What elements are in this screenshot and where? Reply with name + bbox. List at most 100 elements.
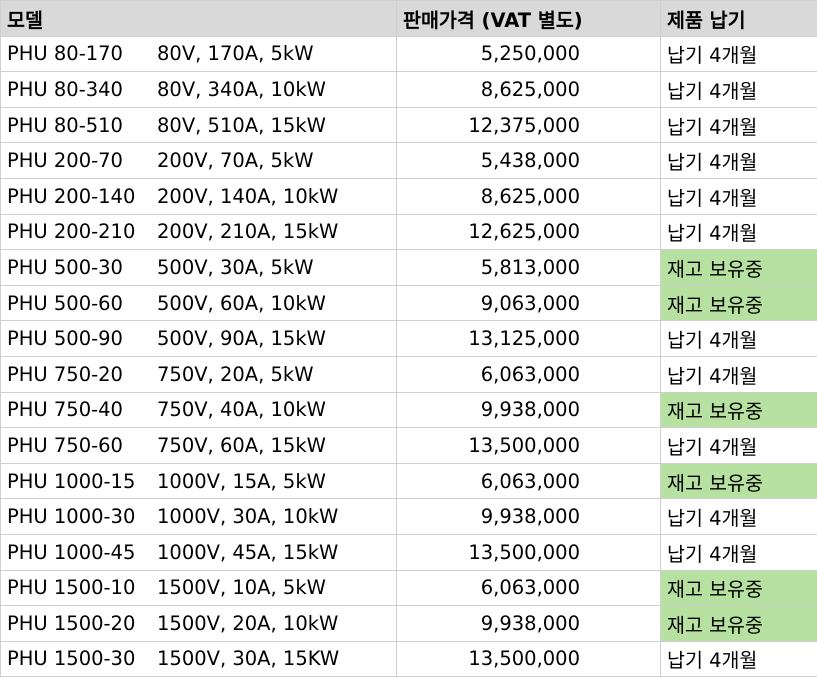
model-name: PHU 500-90 <box>7 327 123 351</box>
model-cell[interactable]: PHU 1500-30 1500V, 30A, 15KW <box>0 640 397 678</box>
model-spec: 750V, 20A, 5kW <box>157 362 314 386</box>
price-cell[interactable]: 8,625,000 <box>396 177 661 215</box>
model-cell[interactable]: PHU 200-210 200V, 210A, 15kW <box>0 213 397 251</box>
lead-time-cell[interactable]: 납기 4개월 <box>660 533 817 571</box>
lead-time-cell[interactable]: 납기 4개월 <box>660 106 817 144</box>
model-cell[interactable]: PHU 80-170 80V, 170A, 5kW <box>0 35 397 73</box>
header-model[interactable]: 모델 <box>0 0 397 37</box>
model-cell[interactable]: PHU 1500-10 1500V, 10A, 5kW <box>0 569 397 607</box>
model-name: PHU 80-340 <box>7 77 123 101</box>
model-spec: 1000V, 15A, 5kW <box>157 469 326 493</box>
lead-time-cell-in-stock[interactable]: 재고 보유중 <box>660 391 817 429</box>
price-cell[interactable]: 5,250,000 <box>396 35 661 73</box>
model-spec: 750V, 40A, 10kW <box>157 398 326 422</box>
price-cell[interactable]: 6,063,000 <box>396 355 661 393</box>
price-cell[interactable]: 13,500,000 <box>396 640 661 678</box>
model-name: PHU 750-40 <box>7 398 123 422</box>
model-cell[interactable]: PHU 200-140 200V, 140A, 10kW <box>0 177 397 215</box>
lead-time-cell-in-stock[interactable]: 재고 보유중 <box>660 605 817 642</box>
table-row: PHU 200-140 200V, 140A, 10kW 8,625,000 납기 4… <box>0 177 817 215</box>
model-name: PHU 200-210 <box>7 220 136 244</box>
table-row: PHU 1000-30 1000V, 30A, 10kW 9,938,000 납기 4… <box>0 498 817 535</box>
price-cell[interactable]: 6,063,000 <box>396 462 661 500</box>
model-name: PHU 1500-30 <box>7 647 136 671</box>
price-cell[interactable]: 9,938,000 <box>396 498 661 535</box>
table-body: PHU 80-170 80V, 170A, 5kW 5,250,000 납기 4개월 P… <box>0 35 817 678</box>
lead-time-cell[interactable]: 납기 4개월 <box>660 213 817 251</box>
model-spec: 500V, 30A, 5kW <box>157 255 314 279</box>
price-cell[interactable]: 13,500,000 <box>396 533 661 571</box>
model-cell[interactable]: PHU 750-40 750V, 40A, 10kW <box>0 391 397 429</box>
model-cell[interactable]: PHU 1500-20 1500V, 20A, 10kW <box>0 605 397 642</box>
lead-time-cell[interactable]: 납기 4개월 <box>660 71 817 108</box>
model-cell[interactable]: PHU 500-30 500V, 30A, 5kW <box>0 249 397 286</box>
price-cell[interactable]: 5,813,000 <box>396 249 661 286</box>
model-name: PHU 1000-45 <box>7 540 136 564</box>
model-cell[interactable]: PHU 200-70 200V, 70A, 5kW <box>0 142 397 179</box>
table-row: PHU 80-170 80V, 170A, 5kW 5,250,000 납기 4개월 <box>0 35 817 73</box>
model-cell[interactable]: PHU 1000-15 1000V, 15A, 5kW <box>0 462 397 500</box>
model-cell[interactable]: PHU 500-90 500V, 90A, 15kW <box>0 320 397 357</box>
table-row: PHU 1500-10 1500V, 10A, 5kW 6,063,000 재고 보유… <box>0 569 817 607</box>
header-row: 모델 판매가격 (VAT 별도) 제품 납기 <box>0 0 817 37</box>
model-spec: 200V, 210A, 15kW <box>157 220 339 244</box>
model-cell[interactable]: PHU 1000-45 1000V, 45A, 15kW <box>0 533 397 571</box>
header-lead-time[interactable]: 제품 납기 <box>660 0 817 37</box>
model-spec: 1500V, 20A, 10kW <box>157 611 339 635</box>
model-name: PHU 200-140 <box>7 184 136 208</box>
model-name: PHU 1000-15 <box>7 469 136 493</box>
lead-time-cell[interactable]: 납기 4개월 <box>660 320 817 357</box>
model-cell[interactable]: PHU 80-510 80V, 510A, 15kW <box>0 106 397 144</box>
table-row: PHU 200-70 200V, 70A, 5kW 5,438,000 납기 4개월 <box>0 142 817 179</box>
price-cell[interactable]: 9,063,000 <box>396 284 661 322</box>
table-row: PHU 80-340 80V, 340A, 10kW 8,625,000 납기 4개월 <box>0 71 817 108</box>
model-cell[interactable]: PHU 500-60 500V, 60A, 10kW <box>0 284 397 322</box>
model-cell[interactable]: PHU 1000-30 1000V, 30A, 10kW <box>0 498 397 535</box>
model-name: PHU 200-70 <box>7 149 123 173</box>
model-spec: 1500V, 30A, 15KW <box>157 647 340 671</box>
model-name: PHU 1500-10 <box>7 576 136 600</box>
lead-time-cell[interactable]: 납기 4개월 <box>660 498 817 535</box>
header-price[interactable]: 판매가격 (VAT 별도) <box>396 0 661 37</box>
table-row: PHU 500-60 500V, 60A, 10kW 9,063,000 재고 보유중 <box>0 284 817 322</box>
price-cell[interactable]: 13,500,000 <box>396 427 661 464</box>
model-spec: 80V, 170A, 5kW <box>157 42 314 66</box>
lead-time-cell-in-stock[interactable]: 재고 보유중 <box>660 569 817 607</box>
model-name: PHU 500-30 <box>7 255 123 279</box>
model-spec: 1000V, 45A, 15kW <box>157 540 339 564</box>
table-row: PHU 1500-20 1500V, 20A, 10kW 9,938,000 재고 보… <box>0 605 817 642</box>
table-row: PHU 200-210 200V, 210A, 15kW 12,625,000 납기 … <box>0 213 817 251</box>
lead-time-cell-in-stock[interactable]: 재고 보유중 <box>660 249 817 286</box>
model-name: PHU 500-60 <box>7 291 123 315</box>
price-table: 모델 판매가격 (VAT 별도) 제품 납기 PHU 80-170 80V, 17… <box>0 0 817 678</box>
price-cell[interactable]: 9,938,000 <box>396 605 661 642</box>
price-cell[interactable]: 5,438,000 <box>396 142 661 179</box>
lead-time-cell[interactable]: 납기 4개월 <box>660 427 817 464</box>
model-name: PHU 80-510 <box>7 113 123 137</box>
table-row: PHU 500-90 500V, 90A, 15kW 13,125,000 납기 4개… <box>0 320 817 357</box>
price-cell[interactable]: 12,375,000 <box>396 106 661 144</box>
model-spec: 1500V, 10A, 5kW <box>157 576 326 600</box>
table-row: PHU 1000-15 1000V, 15A, 5kW 6,063,000 재고 보유… <box>0 462 817 500</box>
model-name: PHU 750-20 <box>7 362 123 386</box>
model-spec: 500V, 90A, 15kW <box>157 327 326 351</box>
lead-time-cell[interactable]: 납기 4개월 <box>660 355 817 393</box>
lead-time-cell[interactable]: 납기 4개월 <box>660 142 817 179</box>
model-cell[interactable]: PHU 750-20 750V, 20A, 5kW <box>0 355 397 393</box>
price-cell[interactable]: 8,625,000 <box>396 71 661 108</box>
price-cell[interactable]: 9,938,000 <box>396 391 661 429</box>
price-cell[interactable]: 12,625,000 <box>396 213 661 251</box>
price-cell[interactable]: 6,063,000 <box>396 569 661 607</box>
model-cell[interactable]: PHU 750-60 750V, 60A, 15kW <box>0 427 397 464</box>
price-cell[interactable]: 13,125,000 <box>396 320 661 357</box>
table-row: PHU 1000-45 1000V, 45A, 15kW 13,500,000 납기 … <box>0 533 817 571</box>
lead-time-cell-in-stock[interactable]: 재고 보유중 <box>660 284 817 322</box>
lead-time-cell[interactable]: 납기 4개월 <box>660 640 817 678</box>
lead-time-cell[interactable]: 납기 4개월 <box>660 35 817 73</box>
lead-time-cell[interactable]: 납기 4개월 <box>660 177 817 215</box>
table-row: PHU 750-60 750V, 60A, 15kW 13,500,000 납기 4개… <box>0 427 817 464</box>
model-spec: 80V, 340A, 10kW <box>157 77 326 101</box>
lead-time-cell-in-stock[interactable]: 재고 보유중 <box>660 462 817 500</box>
model-cell[interactable]: PHU 80-340 80V, 340A, 10kW <box>0 71 397 108</box>
